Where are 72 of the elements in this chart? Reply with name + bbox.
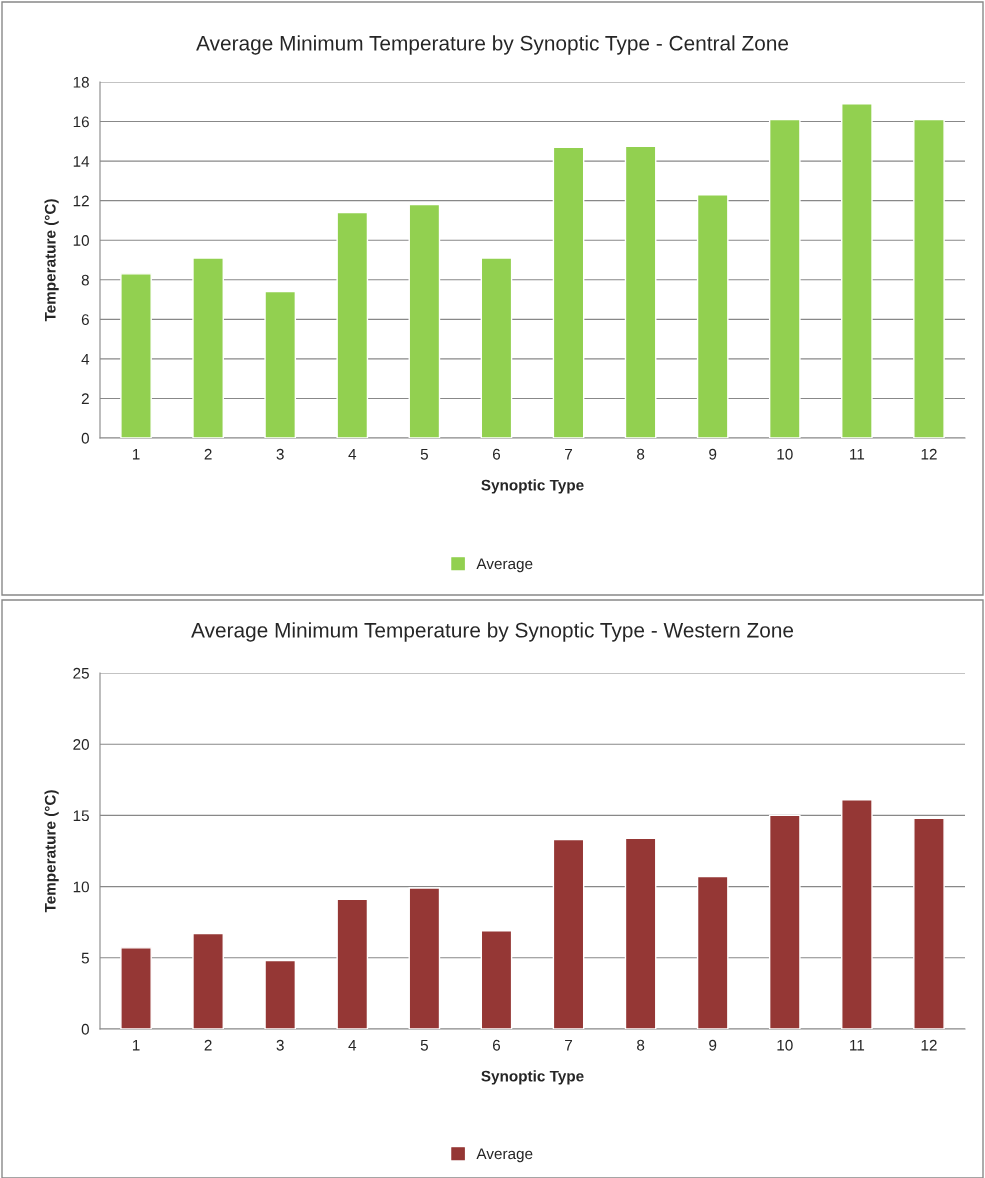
x-tick-label: 2 [204,1039,212,1051]
bar [480,930,513,1029]
x-tick-label: 7 [565,448,573,460]
bar [913,817,945,1029]
y-tick-label: 15 [73,810,89,822]
x-tick-label: 10 [777,1039,793,1051]
x-tick-label: 6 [492,1039,501,1051]
bar [552,146,585,438]
bar [120,947,152,1029]
x-tick-label: 4 [348,448,357,460]
y-tick-label: 25 [73,667,89,679]
x-tick-label: 8 [637,448,645,460]
legend-label: Average [476,558,533,573]
x-axis-title: Synoptic Type [481,479,584,494]
y-tick-label: 20 [73,739,89,750]
bar [841,799,873,1029]
bar [768,118,801,438]
bar [696,875,729,1029]
x-tick-label: 5 [420,448,428,460]
bar [696,194,729,438]
x-tick-label: 11 [850,1039,865,1051]
x-tick-label: 9 [709,448,717,460]
y-tick-label: 0 [81,432,89,444]
x-tick-label: 7 [565,1039,573,1051]
y-tick-label: 8 [81,274,89,286]
x-tick-label: 12 [921,448,937,460]
y-tick-label: 2 [81,393,89,404]
y-tick-label: 16 [73,116,89,128]
x-tick-label: 6 [492,448,501,460]
legend-label: Average [476,1148,533,1163]
bar [336,898,369,1029]
bar [624,145,657,438]
x-tick-label: 9 [709,1039,717,1051]
y-tick-label: 18 [73,76,89,88]
y-tick-label: 0 [81,1023,89,1035]
x-axis-title: Synoptic Type [481,1070,584,1085]
bar [408,203,441,438]
x-tick-label: 12 [921,1039,937,1051]
y-axis-title: Temperature (°C) [44,199,59,322]
x-tick-label: 4 [348,1039,357,1051]
bar [841,103,873,438]
y-tick-label: 10 [73,881,89,893]
bar [192,257,224,438]
y-tick-label: 6 [81,314,89,326]
bar [552,838,585,1029]
y-axis-title: Temperature (°C) [44,790,59,913]
x-tick-label: 11 [850,448,865,460]
x-tick-label: 10 [777,448,793,460]
bar [264,959,297,1029]
chart-title: Average Minimum Temperature by Synoptic Type - Western Zone [191,622,794,642]
y-tick-label: 14 [73,156,90,167]
bar [120,273,152,438]
chart-title: Average Minimum Temperature by Synoptic Type - Central Zone [196,35,789,55]
bar [336,211,369,438]
x-tick-label: 3 [276,1039,284,1051]
x-tick-label: 1 [132,1039,140,1051]
bar [913,118,945,438]
bar [768,814,801,1029]
bar [192,932,224,1029]
bar [408,887,441,1029]
x-tick-label: 1 [132,448,140,460]
x-tick-label: 2 [204,448,212,460]
x-tick-label: 3 [276,448,284,460]
bar [624,837,657,1029]
bar [480,257,513,438]
x-tick-label: 8 [637,1039,645,1051]
y-tick-label: 4 [81,353,90,365]
y-tick-label: 5 [81,952,89,964]
x-tick-label: 5 [420,1039,428,1051]
bar [264,290,297,438]
y-tick-label: 12 [73,195,89,207]
y-tick-label: 10 [73,235,89,246]
